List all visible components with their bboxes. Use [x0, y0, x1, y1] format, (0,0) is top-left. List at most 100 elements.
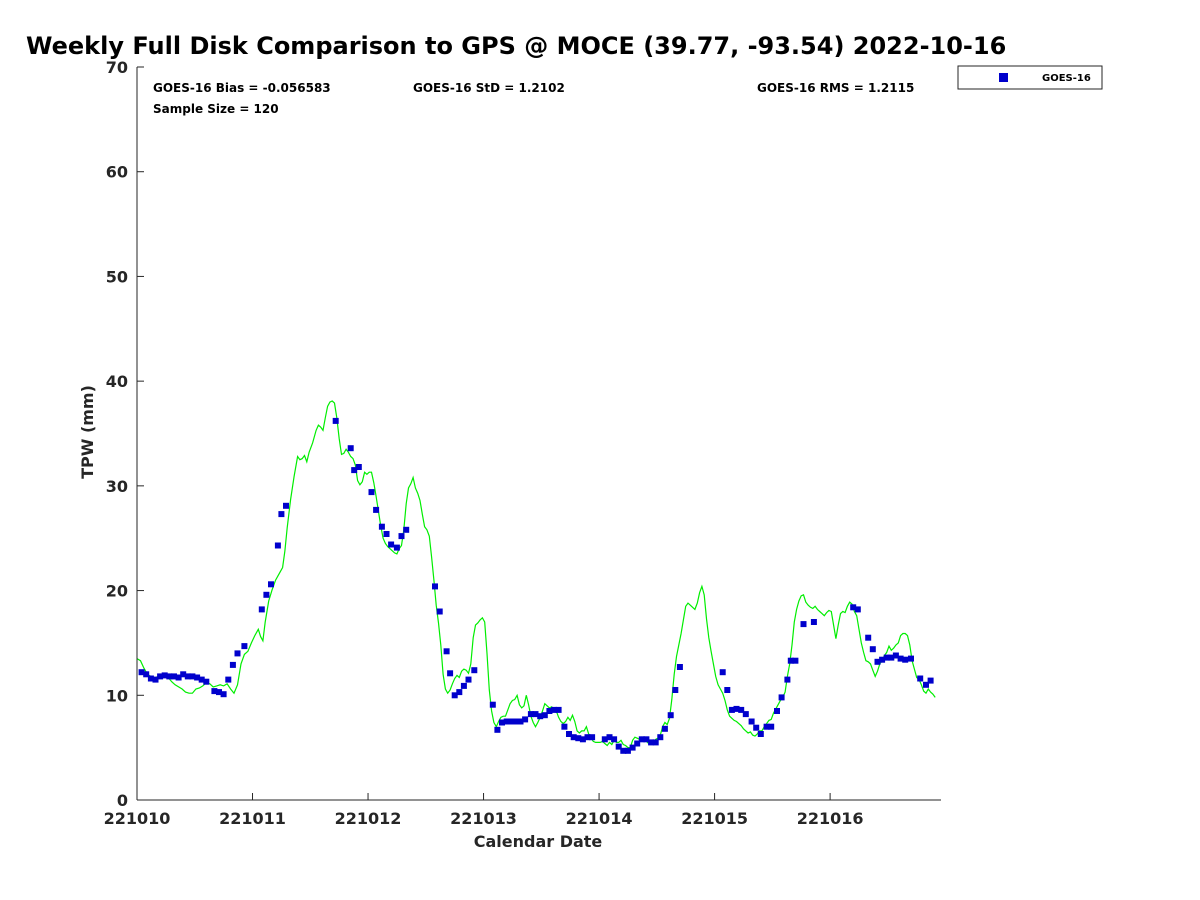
- goes-16-point: [719, 669, 726, 676]
- goes-16-point: [465, 676, 472, 683]
- goes-16-point: [748, 718, 755, 725]
- goes-16-point: [447, 670, 454, 677]
- goes-16-point: [757, 731, 764, 737]
- goes-16-point: [865, 634, 872, 641]
- goes-16-point: [225, 676, 232, 683]
- goes-16-point: [927, 677, 934, 684]
- goes-16-point: [657, 734, 664, 741]
- goes-16-point: [194, 674, 201, 681]
- goes-16-point: [908, 655, 914, 662]
- goes-16-point: [787, 657, 794, 664]
- goes-16-point: [152, 676, 159, 683]
- x-axis-ticks: 221010 221011 221012 221013 221014 221015 2210…: [104, 793, 864, 828]
- goes-16-point: [283, 502, 289, 509]
- sample-size-stat: Sample Size = 120: [153, 102, 279, 116]
- goes-16-point: [897, 655, 904, 662]
- gps-series: [136, 400, 936, 749]
- y-tick-label: 60: [106, 163, 128, 182]
- goes-16-point: [676, 664, 683, 670]
- goes-16-point: [575, 735, 582, 742]
- goes-16-point: [460, 682, 467, 689]
- goes-16-point: [643, 736, 650, 743]
- rms-stat: GOES-16 RMS = 1.2115: [757, 81, 914, 95]
- goes-16-point: [443, 648, 450, 655]
- goes-16-point: [378, 523, 385, 530]
- goes-16-point: [629, 744, 636, 751]
- goes-16-point: [923, 681, 929, 688]
- goes-16-point: [850, 604, 857, 611]
- legend-marker-goes-16: [999, 73, 1008, 82]
- goes-16-point: [398, 533, 405, 540]
- goes-16-point: [634, 740, 641, 747]
- goes-16-point: [143, 671, 150, 678]
- goes-16-point: [494, 726, 501, 733]
- legend: GOES-16: [957, 65, 1103, 90]
- goes-16-point: [570, 734, 577, 741]
- goes-16-point: [512, 718, 519, 725]
- goes-16-point: [403, 526, 410, 533]
- goes-16-point: [503, 718, 510, 725]
- goes-16-point: [551, 706, 557, 713]
- std-stat: GOES-16 StD = 1.2102: [413, 81, 565, 95]
- goes-16-point: [648, 739, 655, 746]
- goes-16-point: [432, 583, 438, 590]
- y-tick-label: 40: [106, 372, 128, 391]
- goes-16-point: [566, 731, 572, 737]
- goes-16-point: [499, 719, 505, 726]
- y-tick-label: 20: [106, 582, 128, 601]
- goes-16-point: [792, 657, 799, 664]
- goes-16-point: [166, 673, 173, 680]
- goes-16-point: [784, 676, 791, 683]
- goes-16-point: [471, 667, 478, 674]
- goes-16-point: [892, 652, 899, 659]
- goes-16-point: [268, 581, 274, 588]
- plot-area: 0 10 20 30 40 50 60 70 221010 221011 221012 221013…: [104, 58, 941, 828]
- x-tick-label: 221015: [681, 809, 748, 828]
- y-tick-label: 50: [106, 267, 128, 286]
- goes-16-point: [589, 734, 596, 741]
- legend-label-goes-16: GOES-16: [1042, 73, 1091, 84]
- goes-16-point: [220, 691, 227, 698]
- goes-16-point: [138, 669, 145, 676]
- goes-16-point: [661, 725, 668, 732]
- goes-16-point: [638, 736, 645, 743]
- goes-16-point: [241, 643, 248, 650]
- goes-16-point: [728, 706, 735, 713]
- goes-16-point: [800, 621, 807, 628]
- x-tick-label: 221012: [335, 809, 402, 828]
- goes-16-point: [854, 606, 861, 613]
- goes-16-point: [175, 674, 182, 681]
- goes-16-point: [742, 711, 749, 718]
- goes-16-point: [541, 712, 548, 719]
- goes-16-point: [522, 716, 529, 723]
- goes-16-point: [869, 646, 876, 653]
- goes-16-point: [184, 673, 191, 680]
- goes-16-point: [738, 706, 745, 713]
- y-tick-label: 0: [117, 791, 128, 810]
- goes-16-point: [229, 661, 236, 668]
- goes-16-point: [517, 718, 524, 725]
- goes-16-point: [652, 739, 659, 746]
- goes-16-point: [234, 650, 241, 657]
- x-tick-label: 221013: [450, 809, 517, 828]
- goes-16-point: [198, 676, 205, 683]
- goes-16-point: [332, 417, 339, 424]
- goes-16-point: [810, 619, 817, 625]
- goes-16-point: [733, 705, 740, 712]
- goes-16-point: [667, 712, 674, 719]
- goes-16-point: [180, 671, 187, 678]
- goes-16-point: [888, 654, 895, 661]
- goes-16-point: [874, 658, 881, 665]
- goes-16-point: [555, 706, 562, 713]
- goes-16-point: [216, 689, 222, 696]
- plot-frame: [137, 67, 941, 800]
- goes-16-point: [388, 541, 395, 548]
- goes-16-point: [203, 678, 210, 685]
- goes-16-point: [274, 542, 281, 549]
- goes-16-point: [774, 708, 780, 714]
- goes-16-point: [456, 689, 463, 696]
- goes-16-point: [611, 736, 618, 743]
- goes-16-point: [436, 608, 443, 615]
- goes-16-point: [883, 654, 890, 661]
- goes-16-point: [508, 718, 515, 725]
